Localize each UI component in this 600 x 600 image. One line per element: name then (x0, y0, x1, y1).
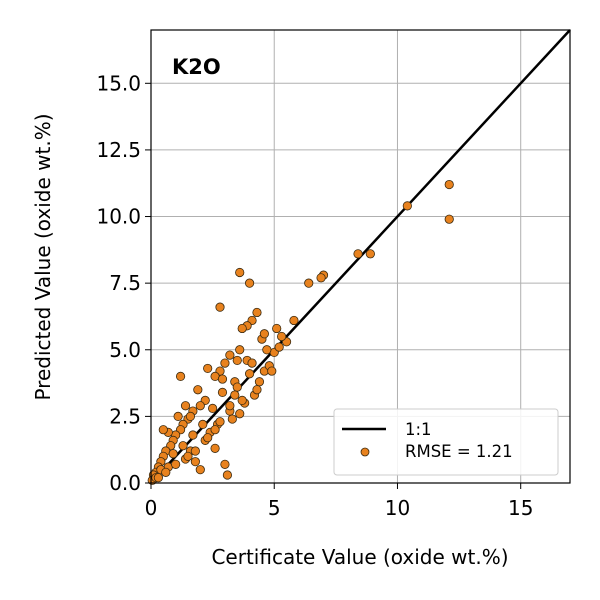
data-point (232, 355, 242, 366)
x-axis-ticks: 0 5 10 15 (145, 483, 533, 520)
y-tick-label: 2.5 (109, 404, 141, 428)
x-tick-label: 5 (268, 496, 281, 520)
y-tick-label: 7.5 (109, 271, 141, 295)
data-point (180, 401, 191, 411)
data-point (198, 419, 208, 429)
data-point (444, 214, 454, 224)
data-point (365, 249, 375, 259)
data-point (353, 249, 363, 259)
y-tick-label: 12.5 (96, 138, 141, 162)
data-point (304, 278, 314, 288)
data-point (289, 315, 299, 326)
data-point (227, 414, 237, 424)
data-point (232, 382, 242, 392)
data-point (178, 441, 188, 451)
data-point (244, 278, 255, 288)
data-point (195, 401, 205, 411)
data-point (225, 401, 235, 411)
data-point (185, 411, 196, 421)
data-point (171, 459, 181, 469)
data-point (274, 342, 284, 352)
data-point (444, 179, 454, 190)
data-point (230, 390, 240, 400)
data-point (153, 473, 163, 483)
data-point (215, 302, 225, 312)
data-point (190, 457, 200, 467)
data-point (161, 467, 171, 477)
data-point (267, 366, 277, 376)
legend-label-line: 1:1 (405, 420, 432, 439)
data-point (195, 465, 205, 475)
data-point (247, 358, 257, 368)
data-point (203, 363, 213, 374)
data-point (262, 345, 272, 355)
data-point (235, 409, 245, 419)
data-point (237, 323, 247, 334)
data-point (222, 470, 233, 480)
data-point (252, 385, 262, 395)
legend: 1:1 RMSE = 1.21 (333, 408, 559, 476)
data-point (158, 425, 168, 435)
y-axis-ticks: 0.0 2.5 5.0 7.5 10.0 12.5 15.0 (96, 71, 151, 495)
data-point (210, 425, 220, 435)
data-point (220, 358, 230, 368)
data-point (175, 371, 186, 382)
y-tick-label: 5.0 (109, 338, 141, 362)
data-point (208, 403, 218, 413)
data-point (235, 345, 245, 355)
data-point (225, 350, 235, 360)
data-point (402, 201, 412, 211)
data-point (168, 449, 178, 459)
data-point (193, 385, 203, 395)
data-point (259, 329, 269, 339)
x-tick-label: 0 (145, 496, 158, 520)
legend-point-swatch (360, 447, 370, 457)
y-tick-label: 10.0 (96, 205, 141, 229)
data-point (217, 387, 228, 397)
data-point (188, 430, 198, 440)
legend-box (333, 408, 559, 476)
data-point (220, 459, 230, 469)
data-point (254, 377, 265, 387)
data-point (237, 395, 247, 405)
data-point (173, 411, 183, 421)
data-point (235, 267, 245, 278)
y-tick-label: 0.0 (109, 471, 141, 495)
legend-label-points: RMSE = 1.21 (405, 442, 513, 461)
data-point (215, 417, 225, 427)
data-point (203, 433, 213, 443)
x-tick-label: 10 (385, 496, 410, 520)
y-axis-label: Predicted Value (oxide wt.%) (31, 113, 55, 400)
data-point (244, 369, 255, 379)
data-point (190, 446, 200, 456)
scatter-points (147, 179, 454, 485)
data-point (277, 331, 287, 342)
data-point (252, 307, 262, 318)
data-point (217, 374, 228, 384)
x-axis-label: Certificate Value (oxide wt.%) (211, 545, 508, 569)
plot-frame (150, 29, 571, 484)
data-point (316, 273, 326, 283)
y-tick-label: 15.0 (96, 71, 141, 95)
data-point (183, 451, 193, 461)
data-point (272, 323, 282, 334)
chart-title: K2O (172, 55, 221, 79)
x-tick-label: 15 (508, 496, 533, 520)
data-point (210, 443, 220, 453)
